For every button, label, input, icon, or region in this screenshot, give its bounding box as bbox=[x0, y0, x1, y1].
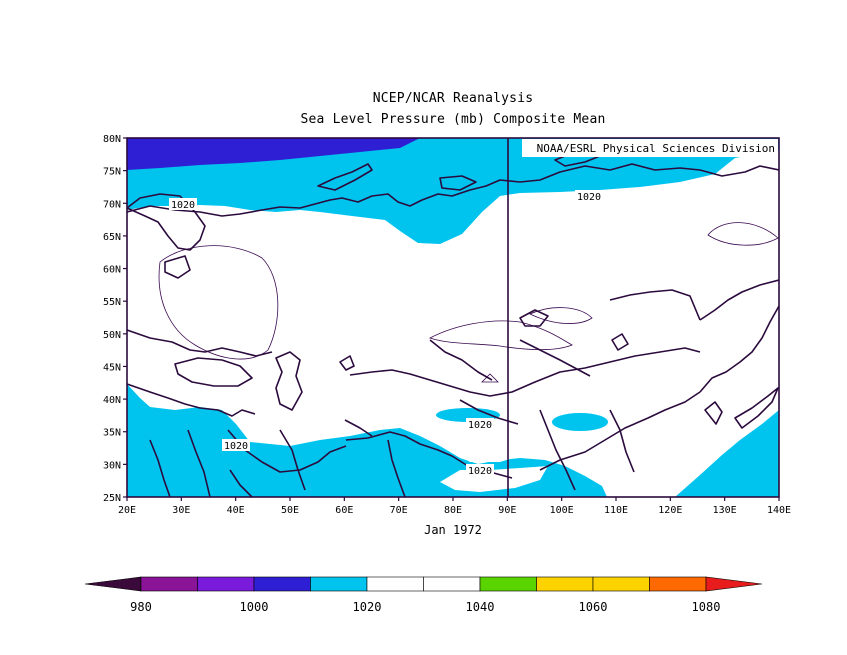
colorbar-tick-label: 1020 bbox=[353, 600, 382, 614]
colorbar-arrow-high bbox=[705, 576, 763, 592]
lat-tick-label: 70N bbox=[103, 199, 121, 210]
lon-tick-label: 30E bbox=[172, 505, 190, 516]
contour-label: 1020 bbox=[468, 420, 492, 431]
colorbar-bin bbox=[366, 576, 424, 592]
colorbar-bin bbox=[423, 576, 481, 592]
credit-label: NOAA/ESRL Physical Sciences Division bbox=[537, 142, 775, 155]
contour-label: 1020 bbox=[468, 466, 492, 477]
lon-tick-label: 40E bbox=[227, 505, 245, 516]
lat-tick-label: 25N bbox=[103, 493, 121, 504]
lat-tick-label: 60N bbox=[103, 265, 121, 276]
latitude-axis: 80N 75N 70N 65N 60N 55N 50N 45N 40N 35N 30N 25N bbox=[103, 134, 127, 504]
longitude-axis: 20E 30E 40E 50E 60E 70E 80E 90E 100E 110E 120E 130E… bbox=[118, 497, 791, 516]
lat-tick-label: 45N bbox=[103, 362, 121, 373]
high-pressure-hole bbox=[470, 426, 550, 444]
period-label: Jan 1972 bbox=[424, 523, 482, 537]
coastlines bbox=[127, 147, 779, 497]
lon-tick-label: 90E bbox=[498, 505, 516, 516]
low-pressure-region-east bbox=[675, 410, 779, 497]
colorbar-bin bbox=[253, 576, 311, 592]
contour-label-bg bbox=[466, 418, 494, 430]
lat-tick-label: 30N bbox=[103, 460, 121, 471]
map-area: NOAA/ESRL Physical Sciences Division 102… bbox=[127, 138, 779, 497]
lat-tick-label: 65N bbox=[103, 232, 121, 243]
lon-tick-label: 50E bbox=[281, 505, 299, 516]
contour-label-bg bbox=[222, 439, 250, 451]
lon-tick-label: 20E bbox=[118, 505, 136, 516]
chart-subtitle: Sea Level Pressure (mb) Composite Mean bbox=[300, 112, 606, 127]
colorbar-tick-label: 1060 bbox=[579, 600, 608, 614]
colorbar-tick-label: 1040 bbox=[466, 600, 495, 614]
colorbar-arrow-low bbox=[84, 576, 142, 592]
lat-tick-label: 80N bbox=[103, 134, 121, 145]
contour-label-group: 1020 1020 1020 1020 1020 bbox=[169, 190, 603, 477]
lat-tick-label: 35N bbox=[103, 428, 121, 439]
low-pressure-region-arctic bbox=[127, 138, 420, 170]
colorbar-bin bbox=[536, 576, 594, 592]
colorbar: 980 1000 1020 1040 1060 1080 bbox=[84, 576, 763, 614]
contour-label: 1020 bbox=[171, 200, 195, 211]
lon-tick-label: 60E bbox=[335, 505, 353, 516]
lon-tick-label: 110E bbox=[604, 505, 628, 516]
lat-tick-label: 55N bbox=[103, 297, 121, 308]
colorbar-bin bbox=[649, 576, 707, 592]
lon-tick-label: 130E bbox=[713, 505, 737, 516]
lat-tick-label: 75N bbox=[103, 167, 121, 178]
high-pressure-hole bbox=[455, 448, 520, 462]
colorbar-bin bbox=[310, 576, 368, 592]
lon-tick-label: 70E bbox=[390, 505, 408, 516]
contour-label-bg bbox=[169, 198, 197, 210]
lon-tick-label: 80E bbox=[444, 505, 462, 516]
lat-tick-label: 50N bbox=[103, 330, 121, 341]
lon-tick-label: 100E bbox=[550, 505, 574, 516]
colorbar-bin bbox=[140, 576, 198, 592]
colorbar-bin bbox=[197, 576, 255, 592]
low-pressure-pocket bbox=[552, 413, 608, 431]
colorbar-tick-label: 1000 bbox=[240, 600, 269, 614]
colorbar-bin bbox=[479, 576, 537, 592]
pressure-contours bbox=[158, 222, 779, 383]
lon-tick-label: 120E bbox=[658, 505, 682, 516]
low-pressure-region-north bbox=[127, 138, 779, 244]
colorbar-bin bbox=[592, 576, 650, 592]
colorbar-tick-label: 1080 bbox=[692, 600, 721, 614]
contour-label: 1020 bbox=[224, 441, 248, 452]
lat-tick-label: 40N bbox=[103, 395, 121, 406]
contour-label-bg bbox=[466, 464, 494, 476]
contour-label: 1020 bbox=[577, 192, 601, 203]
credit-box bbox=[522, 139, 778, 157]
chart-title: NCEP/NCAR Reanalysis bbox=[372, 91, 534, 106]
contour-label-bg bbox=[575, 190, 603, 202]
lon-tick-label: 140E bbox=[767, 505, 791, 516]
colorbar-tick-label: 980 bbox=[130, 600, 152, 614]
